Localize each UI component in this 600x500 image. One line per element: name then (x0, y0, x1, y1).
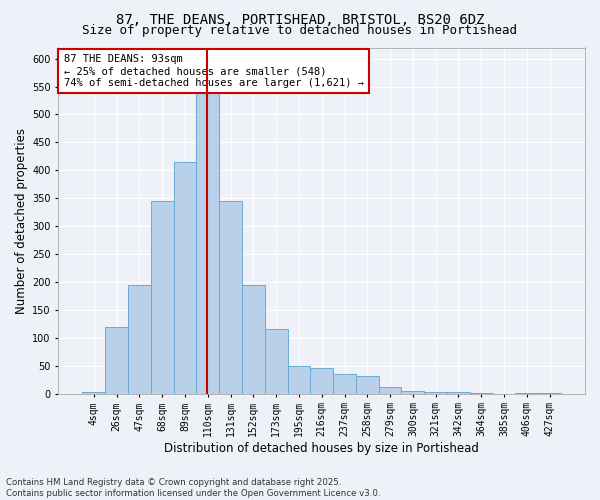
Text: Contains HM Land Registry data © Crown copyright and database right 2025.
Contai: Contains HM Land Registry data © Crown c… (6, 478, 380, 498)
Bar (310, 368, 333, 394)
Bar (401, 391, 424, 394)
Bar (82, 392, 105, 394)
Text: 87, THE DEANS, PORTISHEAD, BRISTOL, BS20 6DZ: 87, THE DEANS, PORTISHEAD, BRISTOL, BS20… (116, 12, 484, 26)
Bar (105, 326, 128, 394)
Bar (379, 387, 401, 394)
Bar (538, 393, 561, 394)
Bar (356, 376, 379, 394)
Bar (265, 330, 287, 394)
Bar (470, 393, 493, 394)
Bar (128, 284, 151, 394)
Bar (151, 201, 173, 394)
Bar (447, 392, 470, 394)
Bar (424, 392, 447, 394)
Text: Size of property relative to detached houses in Portishead: Size of property relative to detached ho… (83, 24, 517, 37)
Bar (287, 366, 310, 394)
Text: 87 THE DEANS: 93sqm
← 25% of detached houses are smaller (548)
74% of semi-detac: 87 THE DEANS: 93sqm ← 25% of detached ho… (64, 54, 364, 88)
Bar (515, 393, 538, 394)
Y-axis label: Number of detached properties: Number of detached properties (15, 128, 28, 314)
Bar (333, 374, 356, 394)
Bar (242, 284, 265, 394)
Bar (196, 92, 219, 394)
Bar (219, 201, 242, 394)
Bar (173, 162, 196, 394)
X-axis label: Distribution of detached houses by size in Portishead: Distribution of detached houses by size … (164, 442, 479, 455)
